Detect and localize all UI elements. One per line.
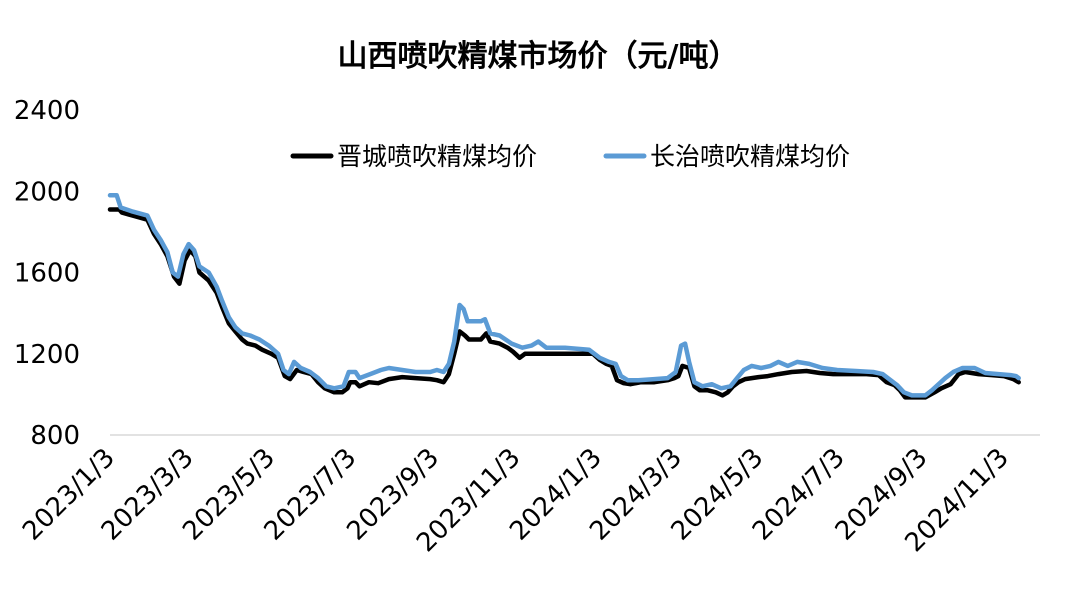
y-tick-label: 2000 (14, 177, 80, 207)
y-tick-label: 1600 (14, 259, 80, 289)
legend-label-changzhi: 长治喷吹精煤均价 (650, 142, 850, 171)
y-tick-label: 1200 (14, 340, 80, 370)
chart-title: 山西喷吹精煤市场价（元/吨） (338, 39, 739, 74)
y-axis-tick-labels: 800 1200 1600 2000 2400 (14, 96, 80, 451)
x-axis-tick-labels: 2023/1/32023/3/32023/5/32023/7/32023/9/3… (17, 443, 1015, 558)
y-tick-label: 800 (30, 421, 80, 451)
legend: 晋城喷吹精煤均价 长治喷吹精煤均价 (290, 142, 850, 171)
legend-label-jincheng: 晋城喷吹精煤均价 (337, 142, 537, 171)
series-lines (107, 193, 1021, 400)
y-tick-label: 2400 (14, 96, 80, 126)
series-line-jincheng (107, 207, 1021, 400)
series-line-changzhi (107, 193, 1021, 398)
